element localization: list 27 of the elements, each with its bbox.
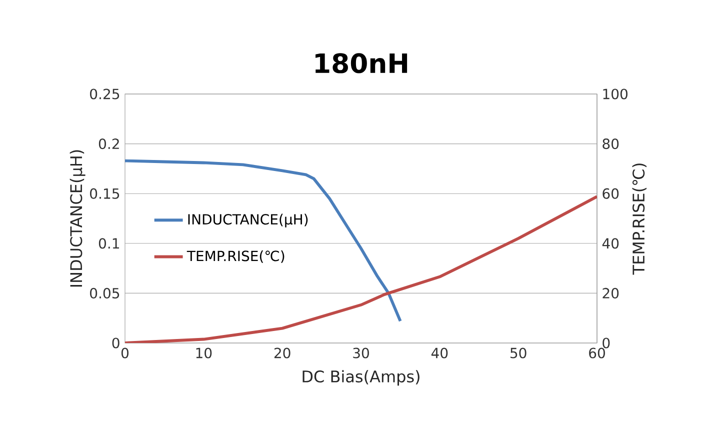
x-tick-label: 40 [431, 348, 448, 358]
y2-tick-label: 40 [602, 238, 619, 249]
y2-tick-label: 60 [602, 188, 619, 199]
y2-tick-label: 100 [603, 88, 628, 100]
y-tick-label: 0.15 [90, 188, 120, 199]
legend-label: INDUCTANCE(μH) [188, 214, 308, 228]
y2-tick-label: 20 [602, 288, 619, 298]
x-axis-title: DC Bias(Amps) [302, 370, 420, 386]
y-tick-label: 0.05 [90, 288, 120, 298]
x-tick-label: 50 [510, 348, 526, 358]
x-tick-label: 0 [121, 348, 129, 358]
y-tick-label: 0.2 [98, 138, 119, 150]
y2-tick-label: 80 [602, 138, 619, 150]
x-tick-label: 60 [589, 348, 605, 358]
y2-tick-label: 0 [602, 338, 610, 348]
line-series [125, 159, 402, 323]
x-tick-label: 20 [274, 348, 290, 358]
legend-label: TEMP.RISE(℃) [186, 250, 284, 263]
x-tick-label: 30 [353, 348, 369, 358]
y2-axis-title: TEMP.RISE(℃) [632, 164, 647, 275]
line-series [125, 195, 597, 343]
y-tick-label: 0.25 [90, 88, 120, 100]
chart-title: 180nH [316, 53, 408, 74]
y-axis-title: INDUCTANCE(μH) [70, 150, 86, 287]
x-tick-label: 10 [196, 348, 212, 358]
y-tick-label: 0 [112, 338, 120, 348]
y-tick-label: 0.1 [98, 238, 119, 249]
